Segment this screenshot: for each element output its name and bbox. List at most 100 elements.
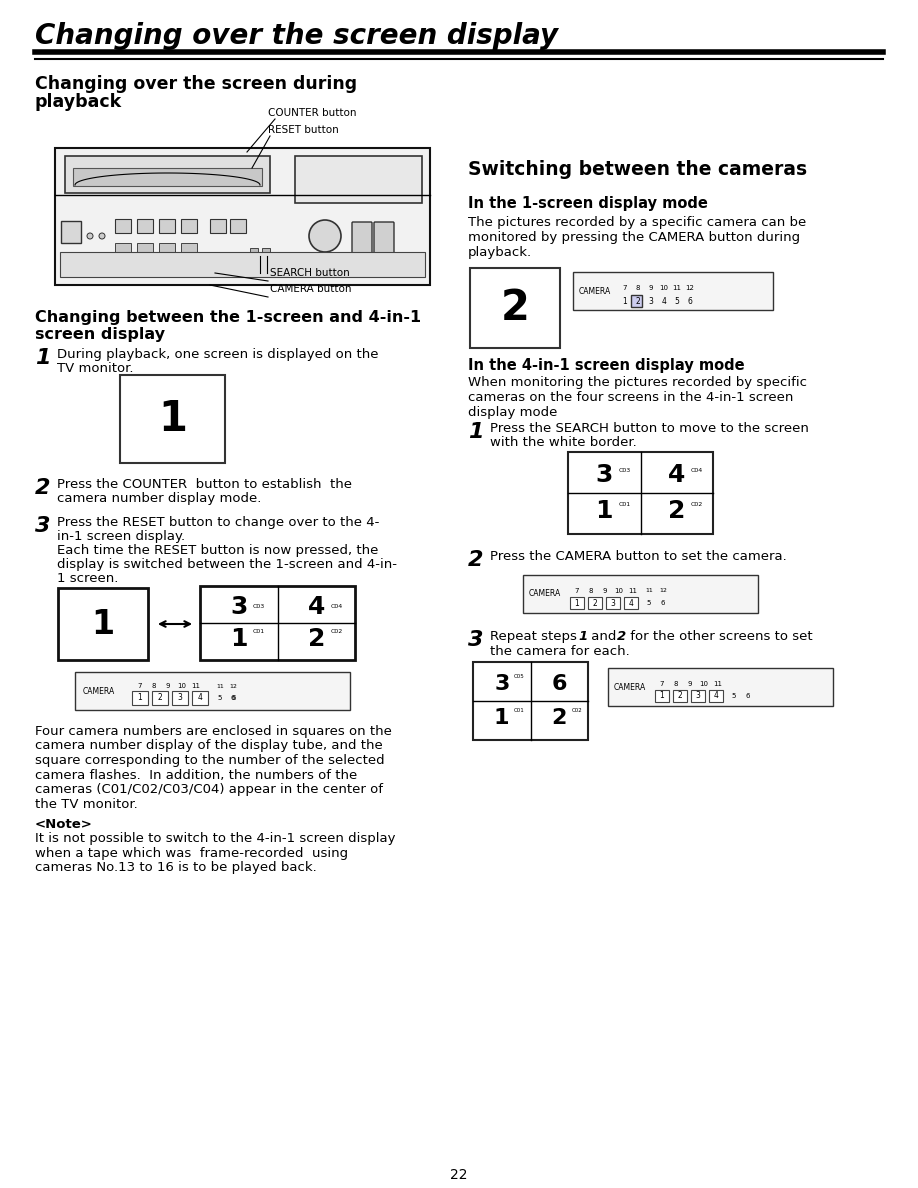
FancyBboxPatch shape: [159, 244, 175, 253]
FancyBboxPatch shape: [250, 248, 258, 255]
Text: 1: 1: [230, 627, 248, 651]
FancyBboxPatch shape: [470, 268, 560, 348]
Text: 5: 5: [732, 693, 736, 699]
Text: 5: 5: [218, 695, 222, 701]
Text: 10: 10: [659, 285, 668, 291]
Text: 11: 11: [192, 683, 200, 689]
Text: cameras on the four screens in the 4-in-1 screen: cameras on the four screens in the 4-in-…: [468, 391, 793, 404]
FancyBboxPatch shape: [295, 156, 422, 203]
Text: 1: 1: [660, 691, 665, 701]
Text: 6: 6: [552, 674, 567, 694]
Text: camera flashes.  In addition, the numbers of the: camera flashes. In addition, the numbers…: [35, 769, 357, 782]
Text: 8: 8: [674, 681, 678, 687]
Text: 7: 7: [660, 681, 665, 687]
FancyBboxPatch shape: [631, 295, 642, 307]
FancyBboxPatch shape: [655, 690, 669, 702]
Text: C04: C04: [690, 468, 703, 473]
Text: When monitoring the pictures recorded by specific: When monitoring the pictures recorded by…: [468, 375, 807, 388]
Text: Switching between the cameras: Switching between the cameras: [468, 160, 807, 179]
Text: CAMERA: CAMERA: [529, 589, 561, 599]
Text: 3: 3: [596, 463, 613, 487]
FancyBboxPatch shape: [75, 672, 350, 710]
Text: monitored by pressing the CAMERA button during: monitored by pressing the CAMERA button …: [468, 230, 800, 244]
Text: playback.: playback.: [468, 246, 532, 259]
Text: 2: 2: [158, 694, 162, 702]
Text: 5: 5: [675, 297, 679, 307]
Text: for the other screens to set: for the other screens to set: [626, 630, 812, 643]
FancyBboxPatch shape: [230, 219, 246, 233]
Text: the camera for each.: the camera for each.: [490, 645, 630, 658]
Text: 9: 9: [166, 683, 170, 689]
FancyBboxPatch shape: [523, 575, 758, 613]
Text: 1: 1: [578, 630, 588, 643]
Text: Press the RESET button to change over to the 4-: Press the RESET button to change over to…: [57, 516, 379, 529]
Text: 2: 2: [308, 627, 325, 651]
Text: Four camera numbers are enclosed in squares on the: Four camera numbers are enclosed in squa…: [35, 725, 392, 738]
Text: 6: 6: [745, 693, 750, 699]
Text: cameras (C01/C02/C03/C04) appear in the center of: cameras (C01/C02/C03/C04) appear in the …: [35, 783, 383, 796]
Text: CAMERA: CAMERA: [83, 687, 116, 695]
Text: During playback, one screen is displayed on the: During playback, one screen is displayed…: [57, 348, 378, 361]
Text: Press the CAMERA button to set the camera.: Press the CAMERA button to set the camer…: [490, 550, 787, 563]
Circle shape: [99, 233, 105, 239]
Text: 1: 1: [92, 607, 115, 640]
Text: 1 screen.: 1 screen.: [57, 571, 118, 584]
Text: COUNTER button: COUNTER button: [268, 108, 356, 118]
Text: 1: 1: [622, 297, 627, 307]
Text: 8: 8: [151, 683, 156, 689]
Text: 9: 9: [649, 285, 654, 291]
Text: square corresponding to the number of the selected: square corresponding to the number of th…: [35, 754, 385, 767]
FancyBboxPatch shape: [172, 691, 188, 704]
Text: The pictures recorded by a specific camera can be: The pictures recorded by a specific came…: [468, 216, 806, 229]
Text: 12: 12: [686, 285, 694, 291]
Text: 3: 3: [35, 516, 50, 536]
Text: 4: 4: [668, 463, 686, 487]
Text: 2: 2: [35, 478, 50, 498]
Text: 2: 2: [677, 691, 682, 701]
FancyBboxPatch shape: [673, 690, 687, 702]
Text: 5: 5: [647, 600, 651, 606]
Text: C03: C03: [252, 604, 265, 608]
Text: 3: 3: [494, 674, 509, 694]
Text: screen display: screen display: [35, 327, 165, 342]
Text: 7: 7: [575, 588, 579, 594]
Text: 6: 6: [230, 695, 235, 701]
Text: 12: 12: [659, 588, 667, 594]
Text: 1: 1: [494, 708, 509, 728]
Text: C05: C05: [514, 674, 524, 678]
Text: In the 1-screen display mode: In the 1-screen display mode: [468, 196, 708, 211]
FancyBboxPatch shape: [568, 451, 713, 533]
FancyBboxPatch shape: [192, 691, 208, 704]
Text: RESET button: RESET button: [268, 125, 339, 135]
FancyBboxPatch shape: [210, 219, 226, 233]
FancyBboxPatch shape: [73, 168, 262, 187]
Circle shape: [309, 220, 341, 252]
Text: when a tape which was  frame-recorded  using: when a tape which was frame-recorded usi…: [35, 847, 348, 859]
FancyBboxPatch shape: [181, 244, 197, 253]
FancyBboxPatch shape: [132, 691, 148, 704]
Text: playback: playback: [35, 93, 122, 110]
Text: C01: C01: [618, 503, 631, 507]
Text: 1: 1: [35, 348, 50, 368]
Text: 2: 2: [552, 708, 567, 728]
Text: 8: 8: [588, 588, 593, 594]
Text: C02: C02: [330, 630, 342, 634]
Text: 9: 9: [603, 588, 607, 594]
FancyBboxPatch shape: [374, 222, 394, 254]
Text: 4: 4: [662, 297, 666, 307]
Text: 6: 6: [688, 297, 692, 307]
Text: C01: C01: [252, 630, 265, 634]
FancyBboxPatch shape: [159, 219, 175, 233]
FancyBboxPatch shape: [588, 598, 602, 609]
Text: 3: 3: [468, 630, 484, 650]
Text: 1: 1: [596, 499, 613, 523]
Text: 11: 11: [216, 683, 224, 689]
FancyBboxPatch shape: [65, 156, 270, 192]
FancyBboxPatch shape: [61, 221, 81, 244]
Text: It is not possible to switch to the 4-in-1 screen display: It is not possible to switch to the 4-in…: [35, 832, 396, 845]
Text: 2: 2: [635, 297, 641, 307]
FancyBboxPatch shape: [181, 219, 197, 233]
Text: 10: 10: [700, 681, 709, 687]
Text: 2: 2: [500, 287, 530, 329]
Text: 2: 2: [668, 499, 686, 523]
